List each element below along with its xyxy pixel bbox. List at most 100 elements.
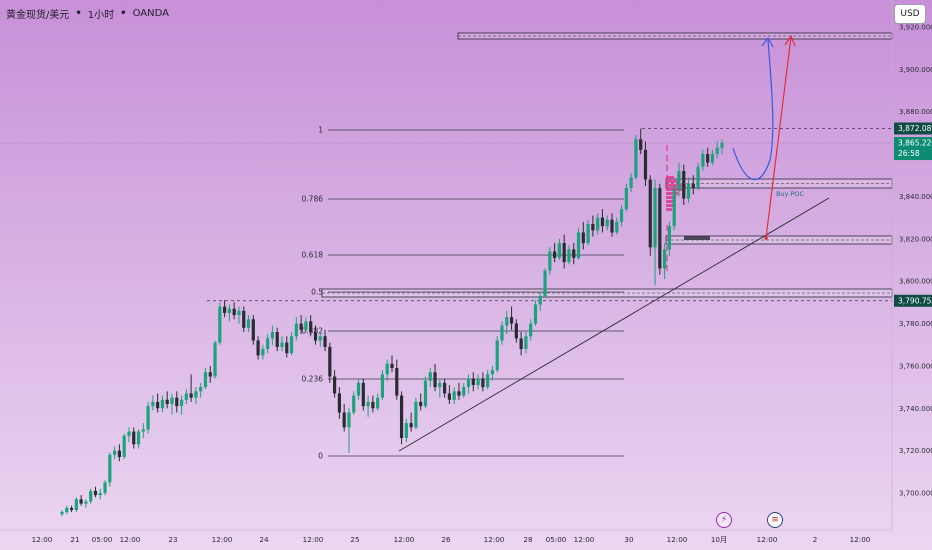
fib-level-label: 0	[318, 452, 323, 461]
candle-body	[179, 399, 184, 407]
volume-profile-tick	[666, 255, 668, 261]
fib-level-label: 0.236	[302, 375, 324, 384]
candle-body	[208, 372, 212, 377]
candle-body	[624, 187, 628, 210]
candle-body	[69, 507, 74, 510]
symbol-title[interactable]: 黄金现货/美元	[6, 10, 70, 21]
candle-body	[596, 217, 600, 231]
time-tick-label: 12:00	[394, 535, 415, 544]
time-tick-label: 12:00	[757, 535, 778, 544]
blue-projection-curve	[732, 39, 774, 180]
candle-body	[213, 342, 217, 377]
fib-level-label: 0.618	[302, 251, 324, 260]
interval-label[interactable]: 1小时	[87, 10, 115, 21]
candle-body	[615, 221, 619, 233]
candle-body	[629, 177, 633, 188]
time-tick-label: 10月	[711, 535, 727, 544]
candle-body	[567, 249, 571, 263]
candle-body	[65, 507, 69, 513]
candle-body	[462, 387, 466, 396]
candle-body	[519, 338, 523, 349]
candle-body	[371, 401, 375, 409]
candle-body	[266, 338, 270, 349]
candle-body	[93, 490, 98, 496]
candle-body	[146, 406, 150, 430]
candle-body	[122, 435, 126, 457]
time-tick-label: 28	[523, 535, 533, 544]
candle-body	[667, 226, 671, 250]
candle-body	[136, 431, 141, 445]
candle-body	[251, 319, 255, 341]
time-tick-label: 12:00	[484, 535, 505, 544]
candle-body	[581, 232, 585, 244]
candle-body	[151, 401, 155, 407]
fib-level-label: 0.382	[302, 327, 324, 336]
time-tick-label: 12:00	[32, 535, 53, 544]
volume-profile-bar	[666, 176, 674, 179]
candle-body	[490, 370, 495, 375]
time-tick-label: 26	[441, 535, 451, 544]
candle-body	[701, 154, 705, 167]
candle-body	[74, 499, 78, 510]
candle-body	[553, 251, 557, 258]
candle-body	[170, 397, 174, 405]
time-tick-label: 21	[70, 535, 79, 544]
chart-header: 黄金现货/美元 • 1小时 • OANDA	[6, 6, 169, 21]
price-label-high-bg	[894, 122, 932, 135]
us-flag-icon[interactable]: ≡	[767, 512, 783, 528]
separator-dot: •	[120, 8, 127, 19]
price-tick-label: 3,800.000	[899, 278, 932, 286]
candle-body	[433, 372, 437, 388]
time-tick-label: 2	[813, 535, 818, 544]
volume-poc-marker	[684, 236, 710, 240]
candle-body	[610, 219, 614, 233]
time-tick-label: 23	[168, 535, 177, 544]
candle-body	[60, 512, 64, 515]
volume-profile-tick	[666, 185, 668, 191]
red-projection-line	[765, 36, 792, 239]
red-arrowhead	[784, 34, 796, 47]
time-tick-label: 12:00	[120, 535, 141, 544]
candle-body	[423, 380, 428, 407]
candle-body	[710, 154, 715, 163]
candle-body	[342, 412, 346, 428]
candle-body	[366, 401, 370, 407]
candle-body	[117, 450, 121, 457]
candle-body	[715, 147, 719, 155]
candle-body	[672, 190, 676, 227]
volume-profile-tick	[666, 165, 668, 171]
candle-body	[289, 336, 294, 354]
trendline	[398, 197, 830, 452]
candle-body	[548, 251, 552, 271]
lightning-bolt-icon[interactable]: ⚡	[716, 512, 732, 528]
volume-profile-tick	[666, 175, 668, 181]
price-tick-label: 3,880.000	[899, 108, 932, 116]
candle-body	[576, 232, 581, 258]
candle-body	[495, 340, 499, 371]
volume-profile-bar	[666, 208, 672, 211]
candle-body	[218, 306, 222, 343]
candle-body	[203, 372, 208, 388]
candle-body	[223, 306, 227, 313]
candle-body	[591, 223, 595, 231]
candle-body	[476, 378, 480, 385]
price-label-support: 3,790.752	[898, 296, 932, 305]
candle-body	[127, 431, 131, 436]
candle-body	[414, 401, 418, 428]
candle-body	[199, 387, 203, 392]
candle-body	[361, 382, 365, 407]
red-arrow-origin	[764, 236, 768, 240]
price-label-current: 3,865.220	[898, 139, 932, 148]
candle-body	[237, 310, 241, 316]
blue-arrowhead	[761, 36, 774, 48]
price-label-current-bg	[894, 137, 932, 161]
candle-body	[399, 395, 404, 438]
fib-level-label: 0.5	[311, 288, 323, 297]
currency-button[interactable]: USD	[894, 4, 926, 24]
candle-body	[323, 336, 327, 347]
candle-body	[409, 423, 413, 428]
candle-body	[706, 154, 710, 163]
volume-profile-bar	[666, 180, 680, 183]
